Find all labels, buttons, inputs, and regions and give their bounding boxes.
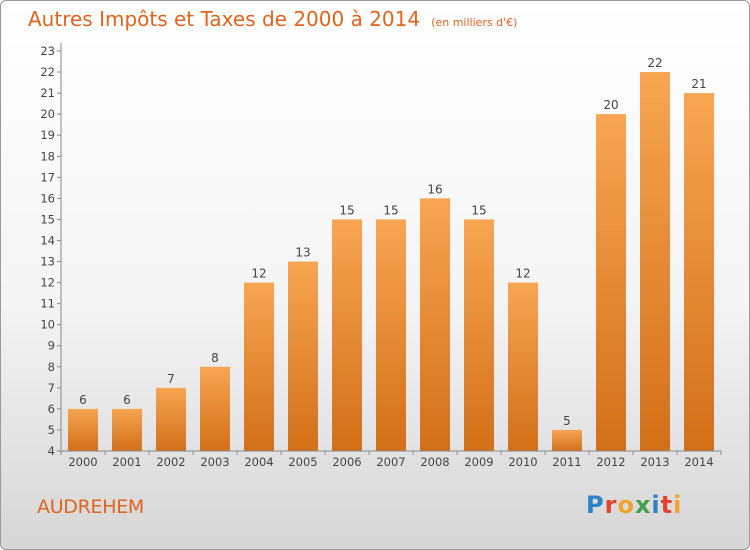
data-label: 20 — [603, 98, 618, 112]
bars-group: 6 6 7 8 12 13 15 15 16 15 12 5 20 22 21 — [68, 56, 714, 452]
y-tick-label: 10 — [40, 318, 55, 332]
logo-letter: i — [673, 491, 683, 519]
y-tick-label: 22 — [40, 65, 55, 79]
y-tick-label: 15 — [40, 212, 55, 226]
logo-letter: o — [617, 491, 635, 519]
x-tick-label: 2000 — [68, 455, 97, 469]
data-label: 16 — [427, 182, 442, 196]
chart-title-block: Autres Impôts et Taxes de 2000 à 2014 (e… — [28, 7, 517, 31]
data-label: 22 — [647, 56, 662, 70]
x-tick-label: 2010 — [508, 455, 537, 469]
y-tick-label: 14 — [40, 233, 55, 247]
data-label: 15 — [383, 203, 398, 217]
y-tick-label: 9 — [48, 339, 55, 353]
x-tick-label: 2007 — [376, 455, 405, 469]
data-label: 12 — [515, 267, 530, 281]
logo-letter: P — [586, 491, 605, 519]
x-tick-label: 2001 — [112, 455, 141, 469]
x-tick-label: 2005 — [288, 455, 317, 469]
data-label: 6 — [79, 393, 87, 407]
y-tick-label: 11 — [40, 297, 55, 311]
x-tick-label: 2013 — [640, 455, 669, 469]
y-tick-label: 4 — [48, 444, 55, 458]
y-tick-label: 12 — [40, 276, 55, 290]
x-tick-label: 2011 — [552, 455, 581, 469]
x-tick-label: 2012 — [596, 455, 625, 469]
y-tick-label: 5 — [48, 423, 55, 437]
bar — [112, 408, 142, 451]
bar — [288, 261, 318, 451]
bar — [156, 387, 186, 451]
y-tick-label: 19 — [40, 128, 55, 142]
bar — [332, 219, 362, 451]
bar — [640, 72, 670, 451]
data-label: 15 — [339, 203, 354, 217]
y-tick-label: 13 — [40, 255, 55, 269]
chart-title: Autres Impôts et Taxes de 2000 à 2014 — [28, 7, 421, 31]
data-label: 12 — [251, 267, 266, 281]
x-tick-label: 2002 — [156, 455, 185, 469]
bar — [244, 282, 274, 451]
data-label: 21 — [691, 77, 706, 91]
bar — [420, 198, 450, 451]
logo-letter: r — [604, 491, 618, 519]
data-label: 8 — [211, 351, 219, 365]
x-tick-label: 2006 — [332, 455, 361, 469]
logo-letter: x — [634, 491, 652, 519]
y-tick-label: 21 — [40, 86, 55, 100]
y-tick-label: 7 — [48, 381, 55, 395]
bar — [376, 219, 406, 451]
place-name: AUDREHEM — [37, 496, 145, 518]
bar — [552, 429, 582, 451]
logo-letter: i — [651, 491, 661, 519]
x-tick-label: 2014 — [684, 455, 713, 469]
logo-letter: t — [660, 491, 674, 519]
x-axis: 2000 2001 2002 2003 2004 2005 2006 2007 2008 2009… — [60, 450, 722, 469]
x-tick-label: 2008 — [420, 455, 449, 469]
proxiti-logo[interactable]: Proxiti — [586, 491, 682, 519]
data-label: 15 — [471, 203, 486, 217]
data-label: 6 — [123, 393, 131, 407]
bar — [200, 366, 230, 451]
y-tick-label: 23 — [40, 44, 55, 58]
bar — [464, 219, 494, 451]
bar — [684, 93, 714, 452]
y-tick-label: 6 — [48, 402, 55, 416]
bar — [596, 114, 626, 451]
y-tick-label: 20 — [40, 107, 55, 121]
data-label: 5 — [563, 414, 571, 428]
data-label: 13 — [295, 246, 310, 260]
data-label: 7 — [167, 372, 175, 386]
bar — [68, 408, 98, 451]
x-tick-label: 2009 — [464, 455, 493, 469]
y-tick-label: 8 — [48, 360, 55, 374]
y-tick-label: 16 — [40, 191, 55, 205]
x-tick-label: 2004 — [244, 455, 273, 469]
y-axis: 4 5 6 7 8 9 10 11 12 13 14 15 16 17 18 19 20 21 22 23 — [40, 43, 62, 458]
bar — [508, 282, 538, 451]
x-tick-label: 2003 — [200, 455, 229, 469]
y-tick-label: 18 — [40, 149, 55, 163]
chart-subtitle: (en milliers d'€) — [431, 16, 518, 29]
y-tick-label: 17 — [40, 170, 55, 184]
